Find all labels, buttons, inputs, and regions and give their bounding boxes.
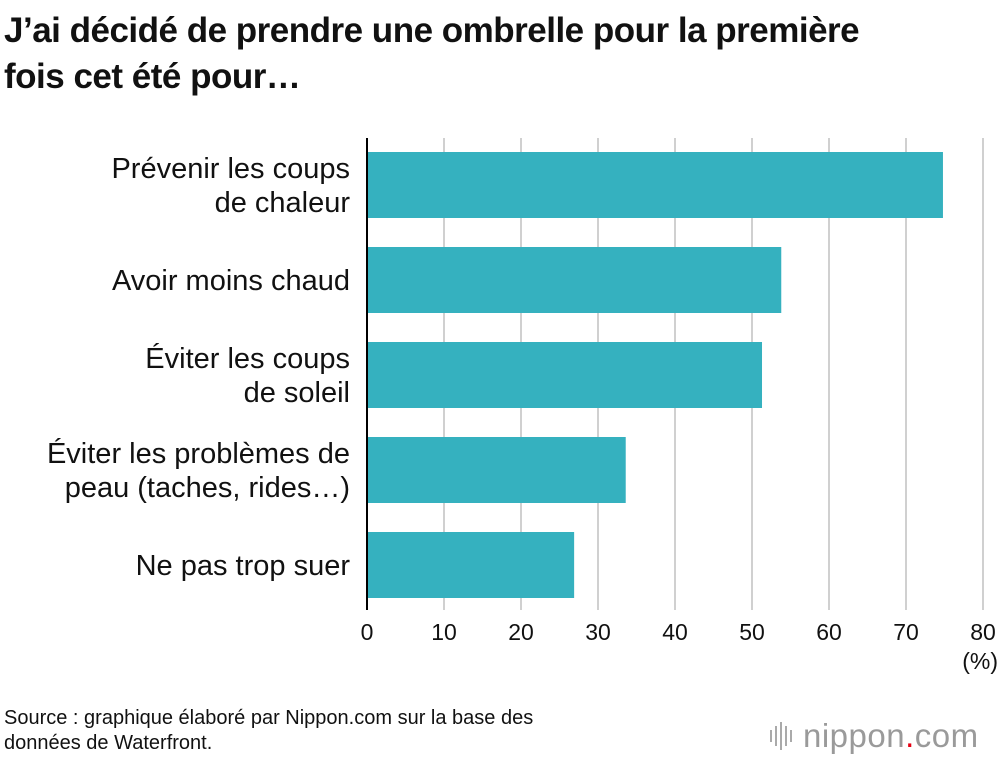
bar-2	[367, 342, 763, 408]
bar-4	[367, 532, 575, 598]
category-label: Prévenir les coups	[111, 153, 350, 185]
category-label: Éviter les problèmes de	[47, 437, 350, 470]
nippon-logo: nippon.com	[770, 716, 979, 756]
category-label: peau (taches, rides…)	[65, 472, 350, 504]
category-label: Ne pas trop suer	[136, 550, 351, 582]
logo-name: nippon	[803, 717, 906, 754]
x-tick-label: 60	[816, 619, 842, 645]
x-tick-label: 80	[970, 619, 996, 645]
x-tick-label: 70	[893, 619, 919, 645]
sound-bars-icon	[770, 722, 795, 750]
chart-title-line1: J’ai décidé de prendre une ombrelle pour…	[4, 11, 860, 50]
category-label: de chaleur	[215, 187, 351, 219]
x-tick-label: 30	[585, 619, 611, 645]
bar-1	[367, 247, 782, 313]
category-label: Avoir moins chaud	[112, 265, 350, 297]
x-tick-label: 20	[508, 619, 534, 645]
logo-dot: .	[905, 717, 915, 754]
source-note: Source : graphique élaboré par Nippon.co…	[4, 706, 533, 756]
source-line1: Source : graphique élaboré par Nippon.co…	[4, 707, 534, 729]
category-label: de soleil	[244, 377, 350, 409]
chart-title: J’ai décidé de prendre une ombrelle pour…	[4, 8, 994, 100]
bar-3	[367, 437, 626, 503]
chart-title-line2: fois cet été pour…	[4, 57, 301, 96]
category-label: Éviter les coups	[145, 342, 350, 375]
x-tick-label: 10	[431, 619, 457, 645]
source-line2: données de Waterfront.	[4, 732, 213, 754]
x-tick-label: 40	[662, 619, 688, 645]
x-unit-label: (%)	[962, 648, 998, 674]
x-tick-label: 0	[361, 619, 374, 645]
logo-text: nippon.com	[803, 717, 979, 755]
logo-tld: com	[914, 717, 979, 754]
x-tick-label: 50	[739, 619, 765, 645]
bar-0	[367, 152, 943, 218]
